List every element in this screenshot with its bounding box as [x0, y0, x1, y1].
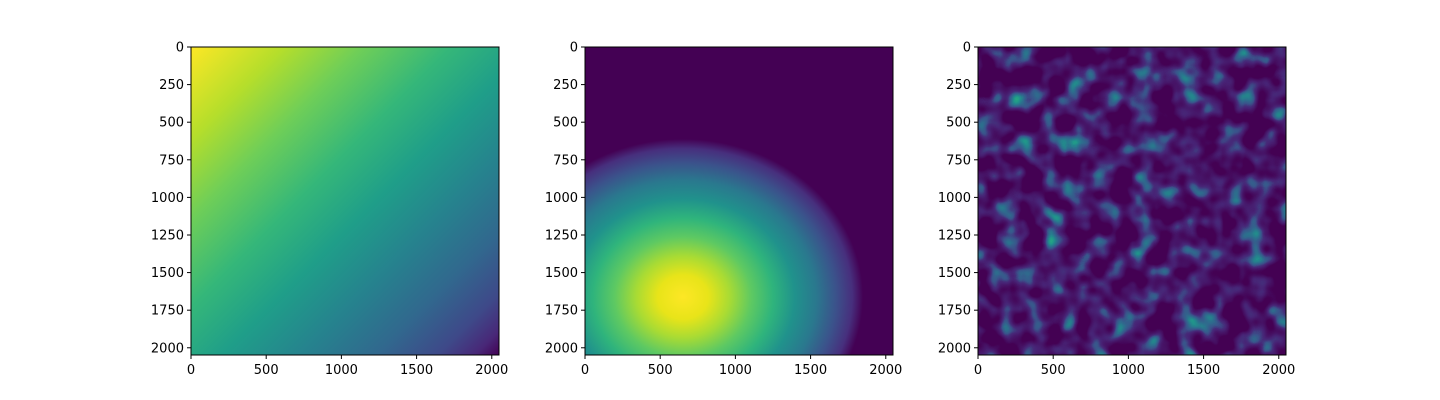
x-ticks-3: 0 500 1000 1500 2000: [974, 355, 1295, 378]
y-tick-label-1-3: 750: [159, 153, 184, 168]
y-tick-label-2-3: 750: [553, 153, 578, 168]
y-ticks-1: 0 250 500 750 1000 1250 1500 1750 2000: [151, 41, 191, 356]
y-tick-label-1-4: 1000: [151, 191, 184, 206]
axes-frame-2: [584, 46, 894, 356]
y-tick-label-1-0: 0: [176, 41, 184, 56]
y-tick-label-2-7: 1750: [545, 304, 578, 319]
heatmap-image-2: [585, 47, 893, 355]
axes-frame-1: [190, 46, 500, 356]
y-tick-label-3-2: 500: [946, 116, 971, 131]
x-tick-label-2-3: 1500: [794, 363, 827, 378]
y-tick-label-3-8: 2000: [938, 341, 971, 356]
x-tick-label-1-1: 500: [254, 363, 279, 378]
y-tick-label-3-3: 750: [946, 153, 971, 168]
heatmap-image-3: [978, 47, 1286, 355]
y-tick-label-1-5: 1250: [151, 228, 184, 243]
y-tick-label-1-7: 1750: [151, 304, 184, 319]
x-tick-label-1-2: 1000: [325, 363, 358, 378]
y-tick-label-3-4: 1000: [938, 191, 971, 206]
x-tick-label-3-3: 1500: [1187, 363, 1220, 378]
x-tick-label-2-1: 500: [648, 363, 673, 378]
y-tick-label-3-0: 0: [963, 41, 971, 56]
x-tick-label-1-4: 2000: [475, 363, 508, 378]
x-tick-label-1-0: 0: [187, 363, 195, 378]
y-tick-label-2-1: 250: [553, 78, 578, 93]
x-tick-label-2-2: 1000: [719, 363, 752, 378]
y-tick-label-2-5: 1250: [545, 228, 578, 243]
y-tick-label-1-8: 2000: [151, 341, 184, 356]
x-tick-label-2-0: 0: [581, 363, 589, 378]
y-tick-label-2-6: 1500: [545, 266, 578, 281]
y-ticks-2: 0 250 500 750 1000 1250 1500 1750 2000: [545, 41, 585, 356]
x-tick-label-3-4: 2000: [1262, 363, 1295, 378]
x-tick-label-1-3: 1500: [400, 363, 433, 378]
x-ticks-1: 0 500 1000 1500 2000: [187, 355, 508, 378]
y-tick-label-2-2: 500: [553, 116, 578, 131]
y-tick-label-3-7: 1750: [938, 304, 971, 319]
heatmap-panel-1: 0 500 1000 1500 2000 0 250 500 750 1000 1250 1500 1…: [151, 41, 508, 379]
axes-frame-3: [977, 46, 1287, 356]
y-tick-label-3-1: 250: [946, 78, 971, 93]
y-tick-label-2-4: 1000: [545, 191, 578, 206]
y-tick-label-3-6: 1500: [938, 266, 971, 281]
y-tick-label-2-8: 2000: [545, 341, 578, 356]
y-tick-label-2-0: 0: [570, 41, 578, 56]
x-tick-label-3-0: 0: [974, 363, 982, 378]
x-ticks-2: 0 500 1000 1500 2000: [581, 355, 902, 378]
heatmap-panel-2: 0 500 1000 1500 2000 0 250 500 750 1000 1250 1500 1…: [545, 41, 902, 379]
heatmap-panel-3: 0 500 1000 1500 2000 0 250 500 750 1000 1250 1500 1…: [938, 41, 1295, 379]
heatmap-image-1: [191, 47, 499, 355]
x-tick-label-3-2: 1000: [1112, 363, 1145, 378]
x-tick-label-3-1: 500: [1041, 363, 1066, 378]
y-ticks-3: 0 250 500 750 1000 1250 1500 1750 2000: [938, 41, 978, 356]
y-tick-label-3-5: 1250: [938, 228, 971, 243]
y-tick-label-1-6: 1500: [151, 266, 184, 281]
y-tick-label-1-1: 250: [159, 78, 184, 93]
x-tick-label-2-4: 2000: [869, 363, 902, 378]
y-tick-label-1-2: 500: [159, 116, 184, 131]
